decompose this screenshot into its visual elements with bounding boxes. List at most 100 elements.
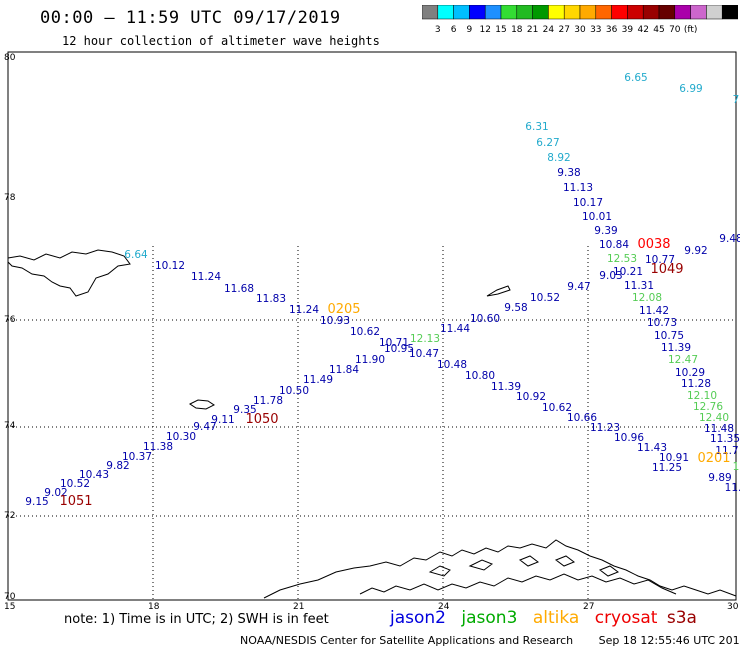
wave-height-value: 12.08 <box>632 292 662 304</box>
lat-label: 70 <box>4 592 16 602</box>
wave-height-value: 11. <box>725 482 740 494</box>
satellite-legend: jason2 jason3 altika cryosat s3a <box>390 608 707 628</box>
wave-height-value: 11.90 <box>355 354 385 366</box>
wave-height-value: 10.17 <box>573 197 603 209</box>
wave-height-value: 11.23 <box>590 422 620 434</box>
lon-label: 21 <box>293 602 304 612</box>
map-title: 00:00 — 11:59 UTC 09/17/2019 <box>40 8 341 28</box>
wave-height-value: 10.75 <box>654 330 684 342</box>
wave-height-value: 10.77 <box>645 254 675 266</box>
graticule <box>8 246 736 600</box>
axis-labels: 80 78 76 74 72 70 15 18 21 24 27 30 <box>4 53 739 612</box>
wave-height-value: 10.96 <box>614 432 644 444</box>
legend-label: 6 <box>451 25 457 35</box>
wave-height-value: 9.92 <box>684 245 707 257</box>
pass-time-stamp: 0205 <box>327 302 360 317</box>
wave-height-value: 11.44 <box>440 323 470 335</box>
legend-label: 9 <box>467 25 473 35</box>
lon-label: 18 <box>148 602 160 612</box>
legend-label: 70 <box>669 25 681 35</box>
footer-timestamp: Sep 18 12:55:46 UTC 2019 <box>598 634 740 647</box>
wave-height-value: 10.43 <box>79 469 109 481</box>
wave-height-value: 10.80 <box>465 370 495 382</box>
lon-label: 27 <box>583 602 594 612</box>
wave-height-value: 10.92 <box>516 391 546 403</box>
wave-height-value: 10.50 <box>279 385 309 397</box>
pass-time-stamp: 0038 <box>637 237 670 252</box>
wave-height-value: 10.60 <box>470 313 500 325</box>
wave-height-value: 11.39 <box>661 342 691 354</box>
footer: NOAA/NESDIS Center for Satellite Applica… <box>240 634 740 647</box>
wave-height-value: 11.39 <box>491 381 521 393</box>
pass-time-stamp: 1050 <box>245 412 278 427</box>
wave-height-value: 12.76 <box>693 401 723 413</box>
wave-height-value: 12.53 <box>607 253 637 265</box>
pass-time-stamp: 1051 <box>59 494 92 509</box>
wave-height-value: 10.62 <box>542 402 572 414</box>
wave-height-value: 10.37 <box>122 451 152 463</box>
wave-height-value: 10.12 <box>155 260 185 272</box>
wave-height-value: 10.48 <box>437 359 467 371</box>
legend-label: 15 <box>495 25 506 35</box>
wave-height-value: 11.25 <box>652 462 682 474</box>
color-scale-legend: 3 6 9 12 15 18 21 24 27 30 33 36 39 42 45 70 (ft) <box>422 5 738 35</box>
satellite-name: cryosat <box>594 608 658 628</box>
hopen-coast <box>486 285 511 297</box>
bear-island-coast <box>189 399 215 410</box>
wave-height-value: 10.01 <box>582 211 612 223</box>
map-frame <box>7 51 737 601</box>
wave-height-value: 10.91 <box>659 452 689 464</box>
lat-label: 76 <box>4 315 16 325</box>
wave-height-value: 9.82 <box>106 460 129 472</box>
wave-height-value: 7 <box>733 94 740 106</box>
wave-height-value: 11.68 <box>224 283 254 295</box>
wave-height-value: 9.38 <box>557 167 580 179</box>
wave-height-value: 9.39 <box>594 225 617 237</box>
wave-height-value: 6.64 <box>124 249 148 261</box>
wave-height-value: 11.83 <box>256 293 286 305</box>
norway-coast <box>263 539 737 599</box>
wave-height-value: 11.24 <box>191 271 221 283</box>
wave-height-value: 9.89 <box>708 472 731 484</box>
legend-label: 3 <box>435 25 441 35</box>
wave-height-value: 6.31 <box>525 121 548 133</box>
satellite-name: altika <box>532 608 580 628</box>
satellite-name: jason2 <box>390 608 446 628</box>
wave-height-value: 11.43 <box>637 442 667 454</box>
wave-height-value: 11.38 <box>143 441 173 453</box>
wave-height-value: 10.84 <box>599 239 629 251</box>
wave-height-value: 9.48 <box>719 233 740 245</box>
wave-height-value: 12.13 <box>410 333 440 345</box>
wave-height-value: 11.48 <box>704 423 734 435</box>
lon-label: 24 <box>438 602 450 612</box>
wave-height-value: 10.71 <box>379 337 409 349</box>
pass-time-stamps: 0038 1049 0205 1050 1051 0201 <box>59 237 730 509</box>
legend-label: 21 <box>527 25 538 35</box>
wave-height-value: 10.62 <box>350 326 380 338</box>
wave-height-value: 9.11 <box>211 414 234 426</box>
wave-height-labels: 6.65 6.99 7 6.31 6.27 8.92 9.38 11.13 10.17 10.01… <box>25 72 740 508</box>
coastlines <box>7 249 737 599</box>
legend-label: 33 <box>590 25 601 35</box>
wave-height-value: 10.93 <box>320 315 350 327</box>
wave-height-value: 6.65 <box>624 72 647 84</box>
wave-height-value: 6.27 <box>536 137 559 149</box>
wave-height-value: 9.15 <box>25 496 48 508</box>
legend-label: 24 <box>543 25 555 35</box>
wave-height-value: 9.03 <box>599 270 622 282</box>
footer-org: NOAA/NESDIS Center for Satellite Applica… <box>240 634 574 647</box>
lat-label: 74 <box>4 421 16 431</box>
satellite-name: s3a <box>666 608 697 628</box>
lat-label: 72 <box>4 511 15 521</box>
pass-time-stamp: 1049 <box>650 262 683 277</box>
wave-height-value: 11.28 <box>681 378 711 390</box>
wave-height-value: 11.7 <box>715 445 738 457</box>
legend-label: 36 <box>606 25 618 35</box>
legend-label: 30 <box>574 25 586 35</box>
legend-swatch <box>721 5 738 20</box>
wave-height-value: 10.30 <box>166 431 196 443</box>
legend-label: 18 <box>511 25 523 35</box>
wave-height-value: 11.35 <box>710 433 740 445</box>
wave-height-value: 10.52 <box>530 292 560 304</box>
